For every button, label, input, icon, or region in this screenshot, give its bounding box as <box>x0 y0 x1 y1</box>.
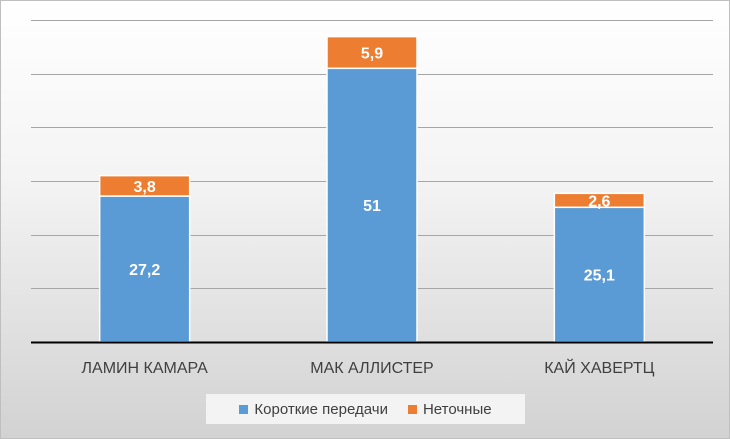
legend-item-inaccurate: Неточные <box>407 400 492 418</box>
bar-segment-inaccurate <box>326 35 418 70</box>
legend-item-short-passes: Короткие передачи <box>239 401 388 418</box>
bar-segment-inaccurate <box>98 174 191 197</box>
legend-label-inaccurate: Неточные <box>422 400 492 418</box>
category-label: КАЙ ХАВЕРТЦ <box>544 358 654 377</box>
data-label: 25,1 <box>584 268 615 285</box>
data-label: 2,6 <box>588 193 610 210</box>
bar-segment-inaccurate <box>553 192 646 209</box>
legend-label-short-passes: Короткие передачи <box>254 400 388 418</box>
legend: Короткие передачи Неточные <box>206 394 525 424</box>
legend-swatch-short-passes <box>239 404 249 414</box>
data-label: 51 <box>363 198 381 215</box>
legend-swatch-inaccurate <box>407 404 417 414</box>
category-label: МАК АЛЛИСТЕР <box>310 360 433 377</box>
data-label: 3,8 <box>134 179 156 196</box>
data-label: 5,9 <box>361 45 383 62</box>
data-label: 27,2 <box>129 262 160 279</box>
category-label: ЛАМИН КАМАРА <box>82 360 209 377</box>
